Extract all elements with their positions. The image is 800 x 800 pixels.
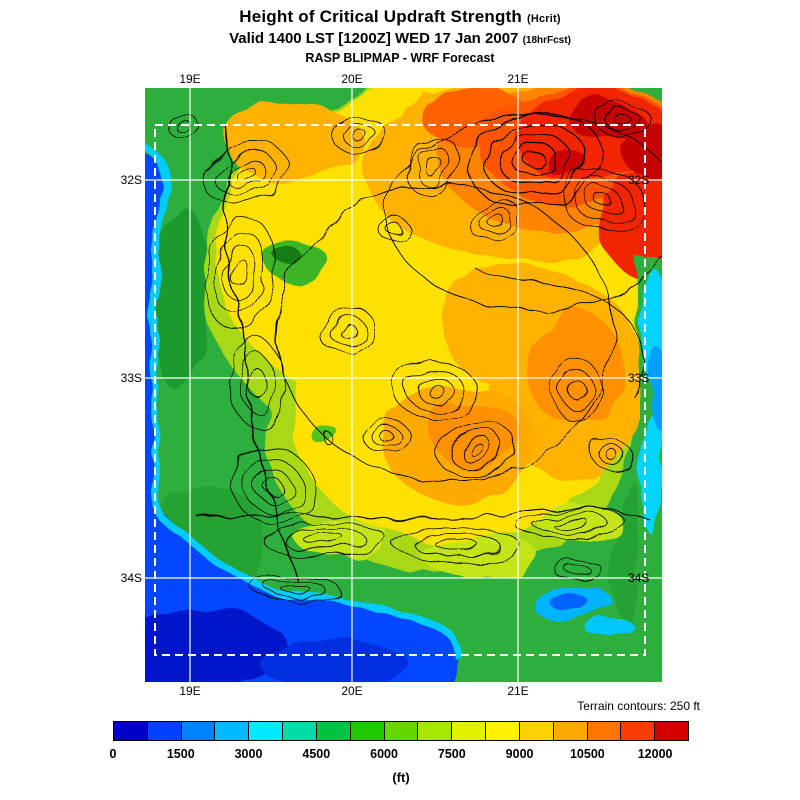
graticule-lines bbox=[145, 88, 662, 682]
lon-label-top-20e: 20E bbox=[341, 72, 363, 86]
colorbar-tick-label: 0 bbox=[109, 747, 117, 761]
valid-time-line: Valid 1400 LST [1200Z] WED 17 Jan 2007 (… bbox=[0, 30, 800, 47]
lon-label-bottom-20e: 20E bbox=[341, 684, 363, 698]
colorbar-segment bbox=[519, 722, 554, 740]
colorbar-segment bbox=[249, 722, 284, 740]
colorbar bbox=[113, 721, 689, 741]
colorbar-tick-label: 9000 bbox=[505, 747, 534, 761]
lat-label-left-33s: 33S bbox=[120, 371, 142, 385]
colorbar-tick-label: 1500 bbox=[166, 747, 195, 761]
lat-label-right-33s: 33S bbox=[628, 371, 650, 385]
model-name: RASP BLIPMAP - WRF Forecast bbox=[305, 51, 495, 65]
colorbar-tick-label: 12000 bbox=[637, 747, 673, 761]
page-title-line: Height of Critical Updraft Strength (Hcr… bbox=[0, 7, 800, 27]
colorbar-segment bbox=[553, 722, 588, 740]
colorbar-segment bbox=[418, 722, 453, 740]
header: Height of Critical Updraft Strength (Hcr… bbox=[0, 7, 800, 65]
colorbar-segment bbox=[452, 722, 487, 740]
lon-label-top-21e: 21E bbox=[507, 72, 529, 86]
colorbar-segment bbox=[181, 722, 216, 740]
colorbar-segment bbox=[384, 722, 419, 740]
forecast-hour: (18hrFcst) bbox=[522, 35, 571, 46]
lat-label-right-32s: 32S bbox=[628, 173, 650, 187]
colorbar-segment bbox=[350, 722, 385, 740]
lat-label-left-32s: 32S bbox=[120, 173, 142, 187]
colorbar-tick-label: 6000 bbox=[370, 747, 398, 761]
colorbar-segment bbox=[114, 722, 148, 740]
page-title-suffix: (Hcrit) bbox=[526, 13, 561, 25]
colorbar-segment bbox=[316, 722, 351, 740]
colorbar-ticks: 0 1500 3000 4500 6000 7500 9000 10500 12000 bbox=[109, 747, 689, 763]
lon-label-top-19e: 19E bbox=[179, 72, 201, 86]
colorbar-segment bbox=[283, 722, 317, 740]
terrain-contours-note: Terrain contours: 250 ft bbox=[577, 699, 700, 713]
colorbar-tick-label: 10500 bbox=[569, 747, 605, 761]
colorbar-unit: (ft) bbox=[392, 770, 410, 785]
hcrit-color-field bbox=[145, 88, 662, 682]
colorbar-tick-label: 3000 bbox=[234, 747, 263, 761]
colorbar-segment bbox=[587, 722, 622, 740]
terrain-contour-lines bbox=[168, 102, 662, 602]
colorbar-segment bbox=[215, 722, 250, 740]
lat-label-left-34s: 34S bbox=[120, 571, 142, 585]
lon-label-bottom-21e: 21E bbox=[507, 684, 529, 698]
page-title: Height of Critical Updraft Strength bbox=[239, 7, 523, 26]
valid-time: Valid 1400 LST [1200Z] WED 17 Jan 2007 bbox=[229, 30, 519, 47]
lon-label-bottom-19e: 19E bbox=[179, 684, 201, 698]
colorbar-segment bbox=[621, 722, 656, 740]
colorbar-segment bbox=[655, 722, 689, 740]
lat-label-right-34s: 34S bbox=[628, 571, 650, 585]
colorbar-segment bbox=[147, 722, 182, 740]
colorbar-segments bbox=[114, 722, 689, 740]
colorbar-segment bbox=[486, 722, 520, 740]
colorbar-tick-label: 4500 bbox=[302, 747, 331, 761]
colorbar-tick-label: 7500 bbox=[437, 747, 466, 761]
domain-boundary-box bbox=[154, 124, 646, 656]
forecast-map-svg bbox=[145, 88, 662, 682]
